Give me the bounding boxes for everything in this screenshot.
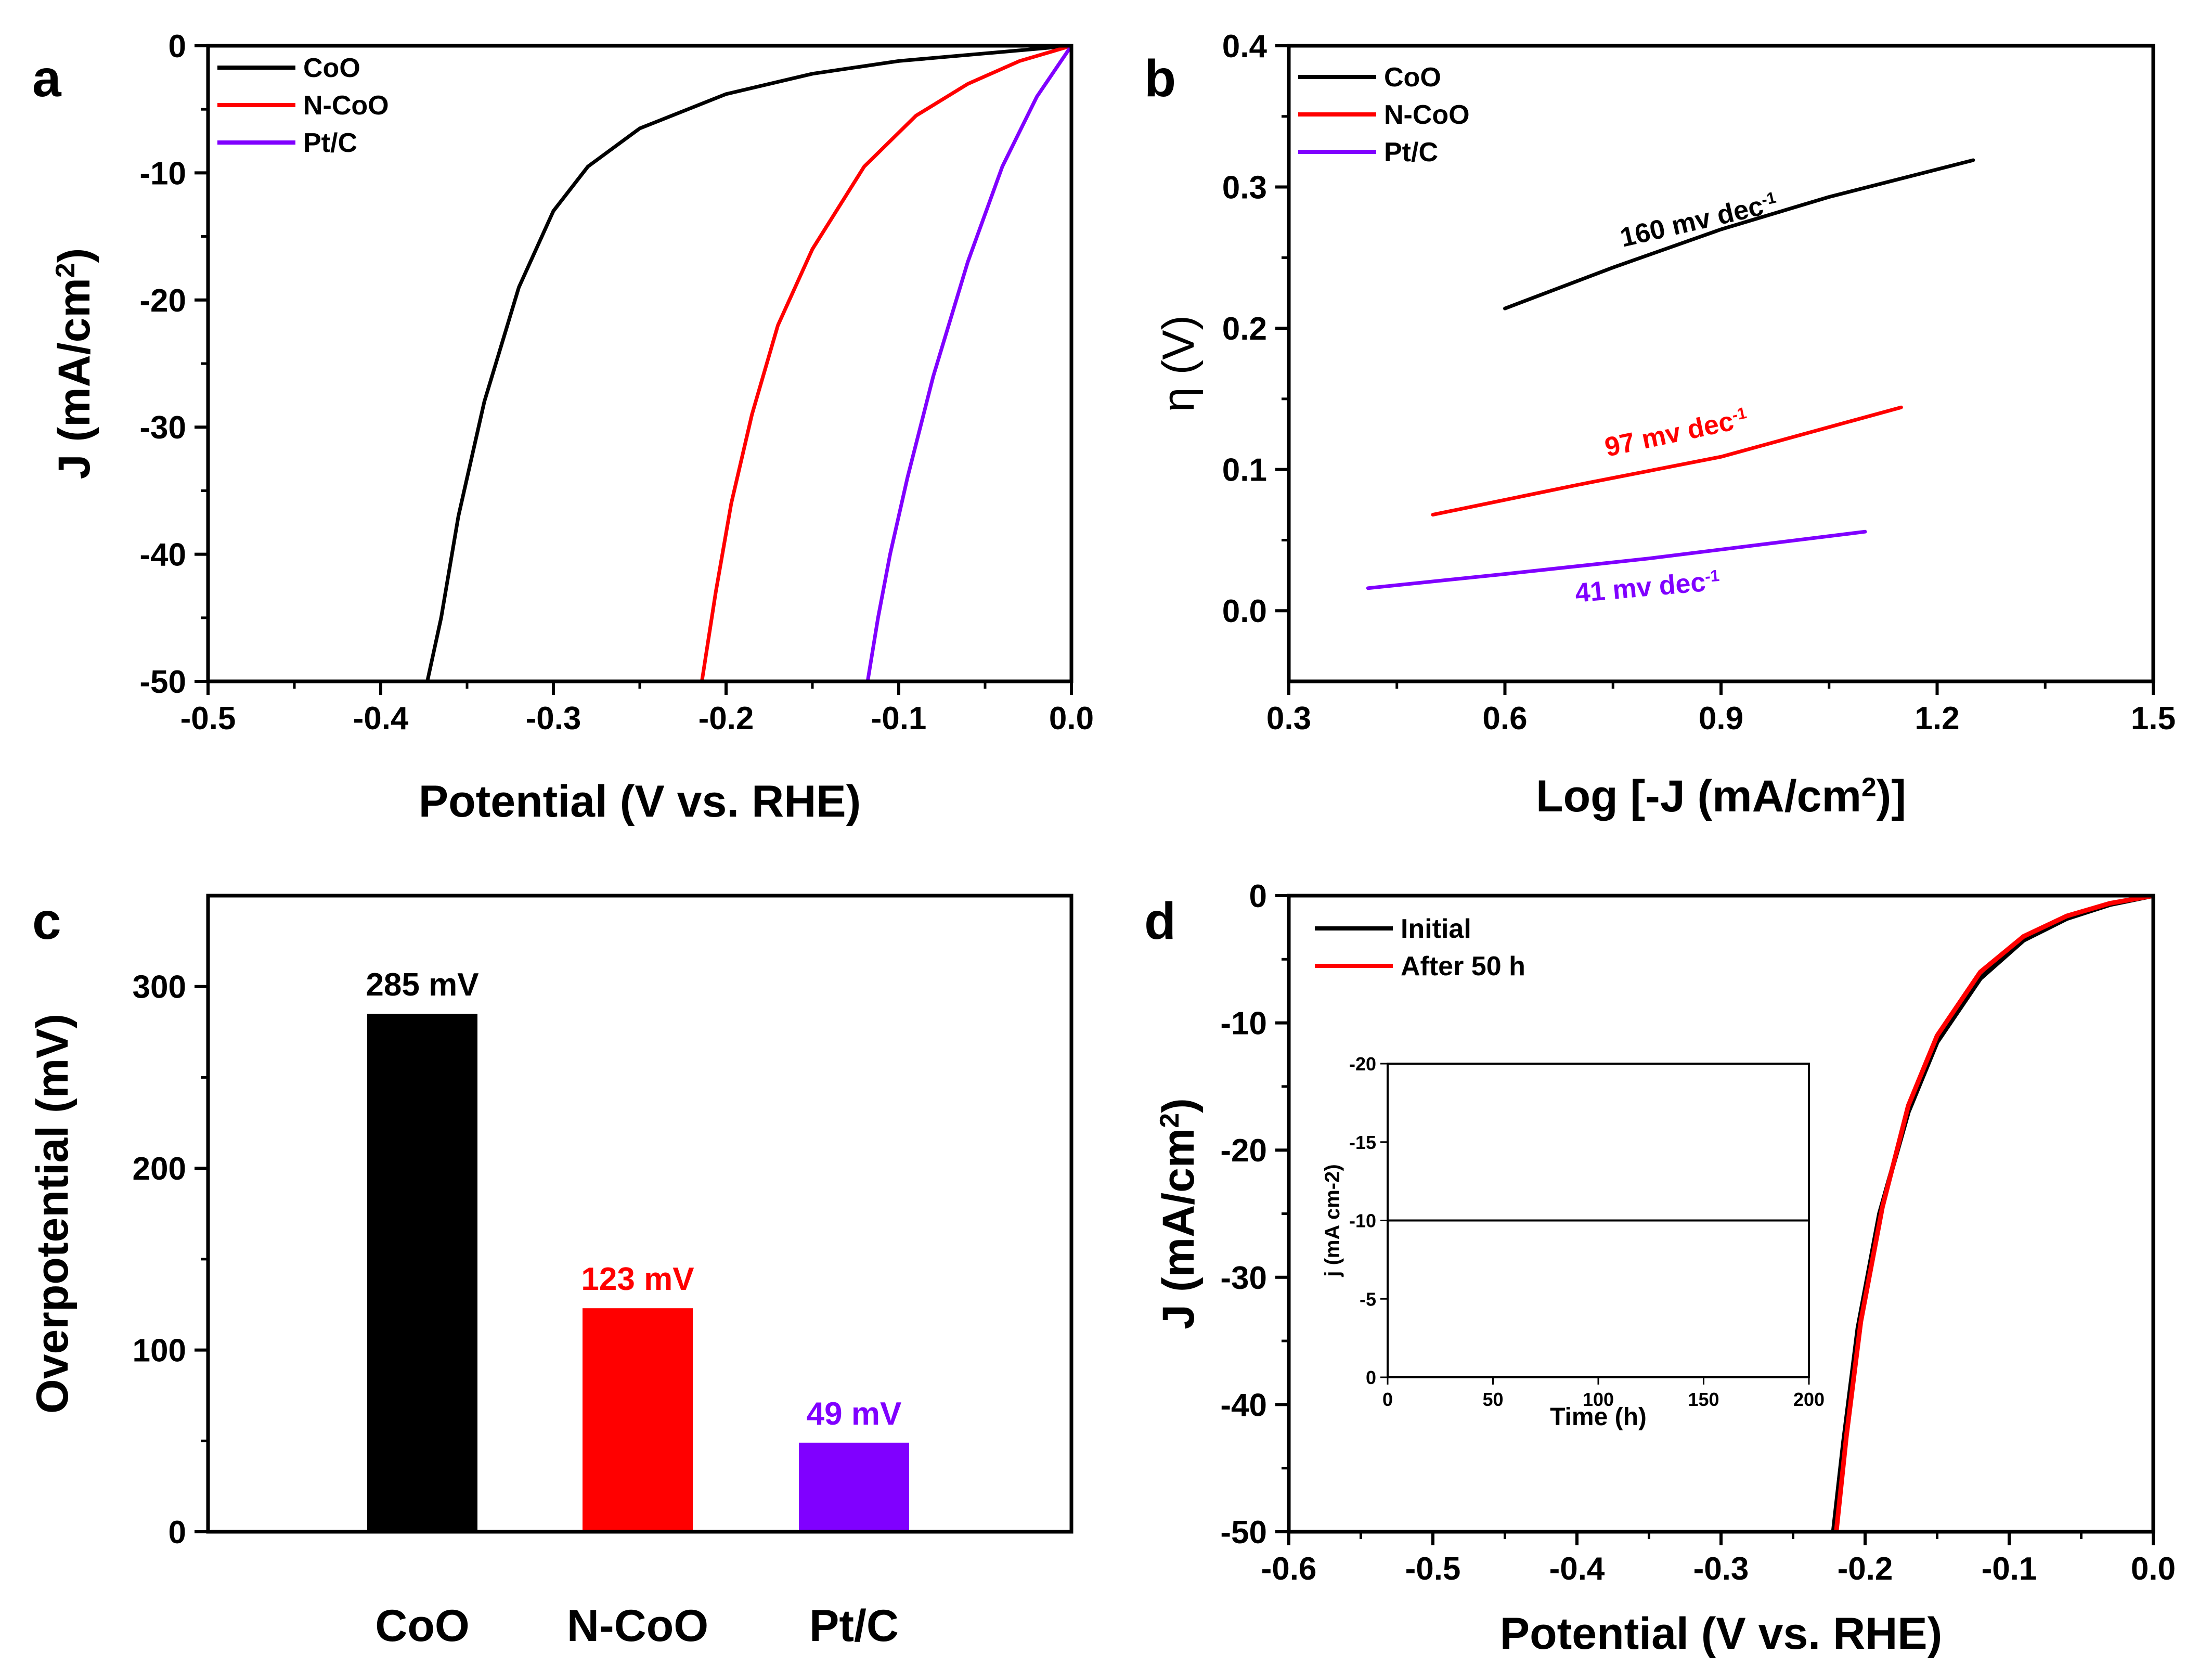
ylabel-a: J (mA/cm2) — [49, 248, 99, 479]
panel-letter-c: c — [32, 892, 61, 950]
axes-a-xtick-label: 0.0 — [1049, 701, 1094, 736]
value-label-c-CoO: 285 mV — [366, 967, 478, 1003]
ylabel-d: J (mA/cm2) — [1154, 1098, 1204, 1329]
axes-b-xtick-label: 0.3 — [1266, 701, 1311, 736]
axes-c-ytick-label: 100 — [133, 1333, 186, 1369]
inset-xlabel: Time (h) — [1550, 1403, 1647, 1431]
panel-a: a -0.5 -0.4 -0.3 -0.2 -0.1 0.0 0 -10 -20 -30 -40 -50… — [32, 29, 1094, 826]
inset-ytick-label: -20 — [1349, 1053, 1376, 1075]
panel-letter-b: b — [1144, 49, 1176, 108]
panel-c: c 285 mV CoO 123 mV N-CoO 49 mV Pt/C 0 100 200 300… — [28, 892, 1073, 1651]
axes-c-frame — [206, 894, 1073, 1534]
series-b-Pt/C — [1366, 529, 1867, 590]
axes-d-xtick-label: -0.2 — [1838, 1551, 1893, 1587]
axes-a-xtick-label: -0.5 — [180, 701, 236, 736]
axes-a-ytick-label: -20 — [139, 283, 186, 319]
axes-b-xtick-label: 0.6 — [1482, 701, 1527, 736]
axes-a-ytick-label: -40 — [139, 537, 186, 573]
bar-c-N-CoO — [583, 1308, 693, 1532]
axes-a-xtick-label: -0.2 — [698, 701, 754, 736]
ylabel-c: Overpotential (mV) — [28, 1014, 77, 1414]
axes-a-ytick-label: -10 — [139, 156, 186, 191]
panel-d: d -0.6 -0.5 -0.4 -0.3 -0.2 -0.1 0.0 0 -10 -20 -30 -4… — [1144, 878, 2176, 1659]
axes-d-ytick-label: -50 — [1220, 1515, 1267, 1550]
inset-xtick-label: 50 — [1482, 1389, 1503, 1410]
category-label-c-N-CoO: N-CoO — [567, 1601, 708, 1651]
axes-d-ytick-label: -10 — [1220, 1006, 1267, 1042]
series-a-Pt/C — [865, 46, 1071, 681]
annotation-b-CoO: 160 mv dec-1 — [1618, 188, 1780, 253]
value-label-c-N-CoO: 123 mV — [581, 1261, 694, 1297]
inset-xtick-label: 0 — [1382, 1389, 1393, 1410]
ylabel-b: η (V) — [1154, 315, 1204, 412]
legend-b-label: Pt/C — [1384, 137, 1438, 167]
axes-d-xtick-label: -0.5 — [1405, 1551, 1461, 1587]
axes-b-ytick-label: 0.0 — [1222, 593, 1267, 629]
axes-d-ytick-label: -30 — [1220, 1260, 1267, 1296]
series-d-After 50 h — [1834, 896, 2153, 1532]
axes-d-ytick-label: -40 — [1220, 1387, 1267, 1423]
inset-ytick-label: 0 — [1366, 1367, 1376, 1388]
axes-a-xtick-label: -0.1 — [871, 701, 927, 736]
inset-d: 0 50 100 150 200 0 -5 -10 -15 -20 Time (h) j (mA cm… — [1321, 1053, 1825, 1431]
inset-xtick-label: 150 — [1688, 1389, 1719, 1410]
xlabel-d: Potential (V vs. RHE) — [1500, 1609, 1943, 1659]
xlabel-b: Log [-J (mA/cm2)] — [1536, 771, 1906, 821]
inset-xtick-label: 200 — [1793, 1389, 1825, 1410]
axes-b-xtick-label: 1.5 — [2131, 701, 2176, 736]
axes-b-ytick-label: 0.4 — [1222, 29, 1267, 64]
axes-b-xtick-label: 1.2 — [1915, 701, 1959, 736]
axes-d-xtick-label: -0.3 — [1693, 1551, 1749, 1587]
xlabel-a: Potential (V vs. RHE) — [419, 777, 861, 826]
legend-a-label: Pt/C — [303, 128, 357, 158]
axes-c-ytick-label: 200 — [133, 1151, 186, 1187]
inset-xtick-label: 100 — [1583, 1389, 1614, 1410]
axes-a-ytick-label: -30 — [139, 410, 186, 446]
series-a-CoO — [425, 46, 1071, 681]
inset-ytick-label: -10 — [1349, 1210, 1376, 1232]
legend-a-label: N-CoO — [303, 91, 389, 121]
axes-c-ytick-label: 0 — [169, 1515, 186, 1550]
panel-letter-a: a — [32, 49, 62, 108]
axes-c-ytick-label: 300 — [133, 970, 186, 1005]
axes-a-ytick-label: -50 — [139, 664, 186, 700]
axes-a-ytick-label: 0 — [169, 29, 186, 64]
axes-d-xtick-label: 0.0 — [2131, 1551, 2176, 1587]
series-a-N-CoO — [700, 46, 1071, 681]
axes-d-xtick-label: -0.1 — [1982, 1551, 2037, 1587]
plot-area-d — [1831, 896, 2153, 1532]
plot-area-a — [425, 46, 1071, 681]
legend-d-label: Initial — [1401, 914, 1471, 944]
axes-a-xtick-label: -0.4 — [353, 701, 409, 736]
axes-a-xtick-label: -0.3 — [526, 701, 581, 736]
inset-ylabel: j (mA cm-2) — [1321, 1164, 1344, 1277]
axes-b-ytick-label: 0.3 — [1222, 170, 1267, 206]
legend-b-label: CoO — [1384, 62, 1441, 93]
category-label-c-Pt/C: Pt/C — [809, 1601, 899, 1651]
legend-b-label: N-CoO — [1384, 100, 1470, 130]
panel-letter-d: d — [1144, 892, 1176, 950]
series-b-N-CoO — [1431, 405, 1903, 517]
inset-ytick-label: -5 — [1360, 1288, 1376, 1310]
series-b-CoO — [1503, 158, 1975, 311]
axes-d-xtick-label: -0.4 — [1549, 1551, 1605, 1587]
legend-d-label: After 50 h — [1401, 951, 1525, 981]
axes-b-xtick-label: 0.9 — [1699, 701, 1743, 736]
inset-ytick-label: -15 — [1349, 1132, 1376, 1153]
category-label-c-CoO: CoO — [375, 1601, 470, 1651]
axes-b-ytick-label: 0.1 — [1222, 453, 1267, 488]
value-label-c-Pt/C: 49 mV — [807, 1396, 902, 1432]
axes-b-ytick-label: 0.2 — [1222, 311, 1267, 347]
axes-d-ytick-label: 0 — [1249, 878, 1267, 914]
bar-c-CoO — [367, 1014, 477, 1532]
annotation-b-Pt/C: 41 mv dec-1 — [1574, 566, 1721, 609]
axes-d-xtick-label: -0.6 — [1261, 1551, 1317, 1587]
panel-b: b 0.3 0.6 0.9 1.2 1.5 0.0 0.1 0.2 0.3 0.4 CoO N-CoO P… — [1144, 29, 2176, 821]
bar-c-Pt/C — [799, 1442, 909, 1532]
legend-a-label: CoO — [303, 53, 360, 83]
axes-d-ytick-label: -20 — [1220, 1133, 1267, 1169]
